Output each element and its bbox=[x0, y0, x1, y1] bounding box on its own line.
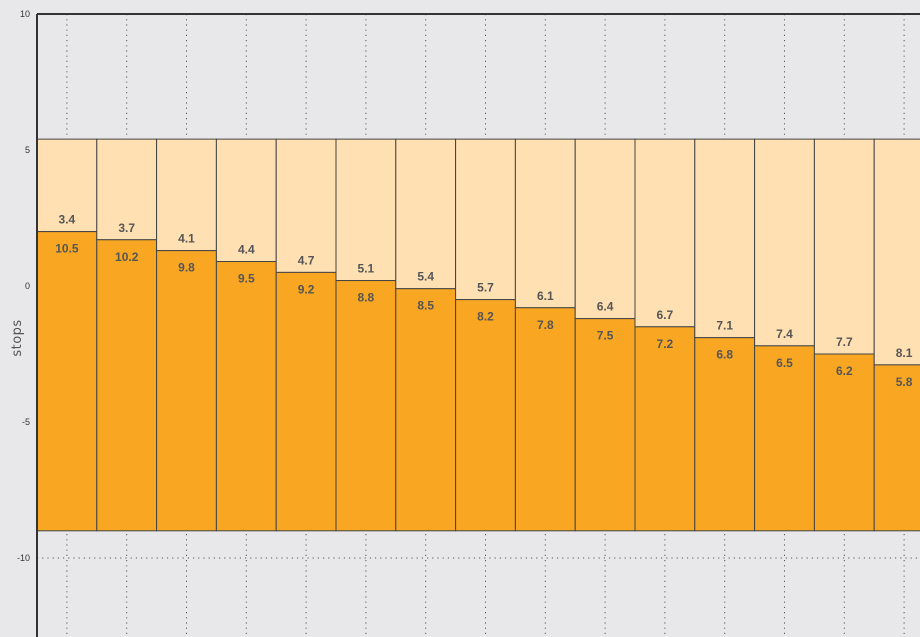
bar-light-label: 7.4 bbox=[776, 327, 793, 341]
bar-light-segment bbox=[514, 138, 576, 309]
bar-light-label: 5.7 bbox=[477, 281, 494, 295]
bar-dark-segment bbox=[156, 250, 217, 532]
bar-dark-segment bbox=[574, 318, 636, 532]
bar-light-segment bbox=[634, 138, 696, 328]
bar-dark-label: 9.5 bbox=[238, 272, 255, 286]
y-tick-label: -10 bbox=[17, 553, 30, 563]
bar-dark-segment bbox=[215, 261, 277, 532]
bar-dark-label: 6.2 bbox=[836, 364, 853, 378]
bar-light-label: 3.4 bbox=[59, 213, 76, 227]
bar-dark-label: 6.5 bbox=[776, 356, 793, 370]
bar-dark-label: 7.5 bbox=[597, 329, 614, 343]
bar-dark-label: 8.2 bbox=[477, 310, 494, 324]
bar-light-label: 8.1 bbox=[896, 346, 913, 360]
y-tick-labels: 10 5 0 -5 -10 bbox=[17, 9, 30, 563]
bar-light-segment bbox=[574, 138, 636, 320]
bar-dark-segment bbox=[873, 364, 920, 532]
bar-light-label: 6.1 bbox=[537, 289, 554, 303]
bar-dark-label: 9.8 bbox=[178, 261, 195, 275]
bar-dark-segment bbox=[634, 326, 696, 532]
bar-light-segment bbox=[395, 138, 457, 290]
bar-light-segment bbox=[156, 138, 217, 252]
bar-dark-segment bbox=[455, 299, 516, 532]
y-tick-label: -5 bbox=[22, 417, 30, 427]
bar-light-label: 4.4 bbox=[238, 243, 255, 257]
bar-dark-segment bbox=[514, 307, 576, 532]
bar-dark-segment bbox=[395, 288, 457, 532]
bar-light-label: 7.1 bbox=[716, 319, 733, 333]
bar-light-segment bbox=[335, 138, 397, 282]
bar-light-label: 5.1 bbox=[358, 262, 375, 276]
bar-light-label: 7.7 bbox=[836, 335, 853, 349]
bar-dark-label: 7.2 bbox=[657, 337, 674, 351]
bar-light-segment bbox=[455, 138, 516, 301]
bar-dark-label: 6.8 bbox=[716, 348, 733, 362]
bar-light-label: 4.7 bbox=[298, 253, 315, 267]
bar-dark-segment bbox=[813, 353, 875, 532]
y-tick-label: 0 bbox=[25, 281, 30, 291]
y-tick-label: 10 bbox=[20, 9, 30, 19]
bar-dark-label: 10.2 bbox=[115, 250, 139, 264]
bar-dark-label: 7.8 bbox=[537, 318, 554, 332]
bar-light-segment bbox=[754, 138, 815, 347]
bar-light-segment bbox=[873, 138, 920, 366]
bar-light-label: 5.4 bbox=[417, 270, 434, 284]
bar-light-label: 4.1 bbox=[178, 232, 195, 246]
bar-dark-segment bbox=[335, 280, 397, 532]
bar-light-segment bbox=[275, 138, 337, 273]
bar-dark-label: 5.8 bbox=[896, 375, 913, 389]
bar-dark-label: 9.2 bbox=[298, 282, 315, 296]
bar-light-label: 3.7 bbox=[118, 221, 135, 235]
data-labels: 3.4 10.5 3.7 10.2 4.1 9.8 4.4 9.5 4.7 9.2 5.1 8.8 5.… bbox=[55, 213, 913, 389]
bar-dark-segment bbox=[96, 239, 158, 532]
bar-dark-segment bbox=[754, 345, 815, 532]
bar-dark-label: 10.5 bbox=[55, 242, 79, 256]
bar-light-label: 6.7 bbox=[657, 308, 674, 322]
bar-dark-label: 8.5 bbox=[417, 299, 434, 313]
bar-light-label: 6.4 bbox=[597, 300, 614, 314]
bars bbox=[36, 138, 920, 532]
bar-light-segment bbox=[215, 138, 277, 263]
bar-dark-label: 8.8 bbox=[358, 291, 375, 305]
y-axis-label: stops bbox=[10, 319, 25, 356]
y-tick-label: 5 bbox=[25, 145, 30, 155]
bar-dark-segment bbox=[275, 271, 337, 532]
bar-dark-segment bbox=[36, 231, 98, 532]
bar-light-segment bbox=[694, 138, 756, 339]
bar-dark-segment bbox=[694, 337, 756, 532]
bar-light-segment bbox=[813, 138, 875, 355]
